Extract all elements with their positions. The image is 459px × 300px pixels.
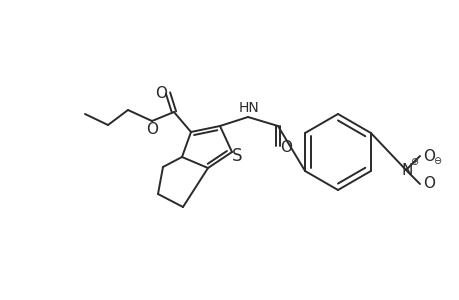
Text: O: O <box>146 122 157 136</box>
Text: O: O <box>280 140 291 154</box>
Text: O: O <box>155 85 167 100</box>
Text: O: O <box>422 148 434 164</box>
Text: O: O <box>422 176 434 191</box>
Text: HN: HN <box>238 101 259 115</box>
Text: N: N <box>400 163 412 178</box>
Text: ⊕: ⊕ <box>409 157 417 167</box>
Text: ⊖: ⊖ <box>432 156 440 166</box>
Text: S: S <box>231 147 242 165</box>
